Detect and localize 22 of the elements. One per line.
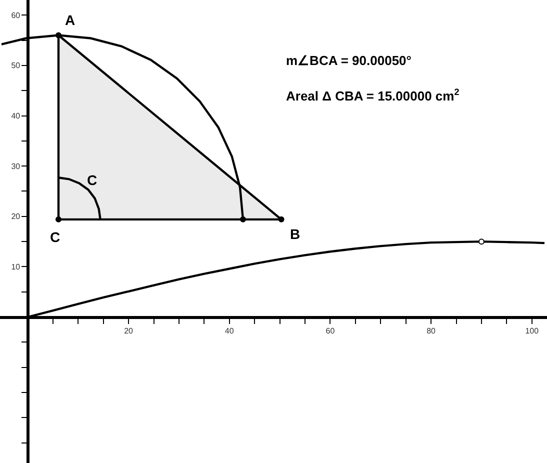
x-tick-label: 20 [124, 326, 134, 336]
annotation: C [87, 172, 98, 188]
point [55, 32, 62, 38]
y-tick-label: 10 [11, 262, 21, 272]
y-tick-label: 20 [11, 212, 21, 222]
annotation: Areal Δ CBA = 15.00000 cm$^{2}$ [286, 87, 460, 104]
annotation: m∠BCA = 90.00050° [286, 53, 412, 68]
annotation: A [65, 12, 76, 28]
y-tick-label: 30 [11, 162, 21, 171]
point [278, 216, 284, 222]
y-tick-label: 60 [11, 10, 21, 20]
x-tick-label: 40 [224, 326, 234, 336]
annotation: C [50, 229, 60, 245]
y-tick-label: 50 [11, 61, 21, 70]
point [240, 216, 246, 222]
x-tick-label: 80 [426, 326, 436, 336]
annotation: B [290, 226, 300, 242]
point [478, 238, 484, 245]
x-tick-label: 60 [326, 326, 336, 336]
point [55, 216, 62, 222]
x-tick-label: 100 [525, 326, 540, 336]
y-tick-label: 40 [11, 112, 21, 121]
